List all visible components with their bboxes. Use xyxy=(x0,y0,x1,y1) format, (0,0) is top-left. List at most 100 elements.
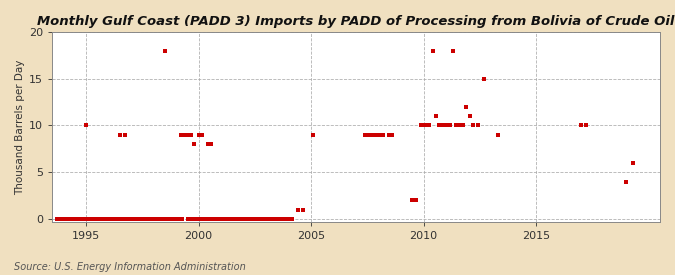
Point xyxy=(621,179,632,184)
Point xyxy=(238,217,248,221)
Point xyxy=(206,142,217,146)
Point xyxy=(279,217,290,221)
Point xyxy=(82,217,92,221)
Point xyxy=(232,217,243,221)
Text: Source: U.S. Energy Information Administration: Source: U.S. Energy Information Administ… xyxy=(14,262,245,272)
Point xyxy=(85,217,96,221)
Point xyxy=(215,217,226,221)
Point xyxy=(210,217,221,221)
Point xyxy=(464,114,475,118)
Point xyxy=(125,217,136,221)
Point xyxy=(448,48,458,53)
Point xyxy=(100,217,111,221)
Point xyxy=(254,217,265,221)
Point xyxy=(81,123,92,128)
Point xyxy=(427,48,438,53)
Point xyxy=(136,217,146,221)
Point xyxy=(375,133,385,137)
Point xyxy=(251,217,262,221)
Point xyxy=(410,198,421,202)
Point xyxy=(153,217,163,221)
Point xyxy=(106,217,117,221)
Point xyxy=(63,217,74,221)
Point xyxy=(387,133,398,137)
Point xyxy=(59,217,70,221)
Point xyxy=(196,133,207,137)
Point xyxy=(149,217,160,221)
Point xyxy=(130,217,141,221)
Point xyxy=(628,161,639,165)
Point xyxy=(479,76,490,81)
Point xyxy=(298,207,308,212)
Point xyxy=(72,217,83,221)
Point xyxy=(128,217,139,221)
Point xyxy=(264,217,275,221)
Point xyxy=(424,123,435,128)
Point xyxy=(134,217,144,221)
Point xyxy=(89,217,100,221)
Point xyxy=(191,217,202,221)
Point xyxy=(208,217,219,221)
Point xyxy=(219,217,230,221)
Point xyxy=(273,217,284,221)
Point xyxy=(108,217,119,221)
Point xyxy=(138,217,148,221)
Point xyxy=(221,217,232,221)
Point xyxy=(121,217,132,221)
Point xyxy=(171,217,182,221)
Point xyxy=(123,217,134,221)
Point xyxy=(431,114,441,118)
Point xyxy=(166,217,177,221)
Point xyxy=(198,217,209,221)
Point xyxy=(140,217,151,221)
Point xyxy=(225,217,236,221)
Point xyxy=(65,217,76,221)
Point xyxy=(159,48,170,53)
Point xyxy=(259,217,269,221)
Point xyxy=(159,217,169,221)
Point xyxy=(437,123,448,128)
Point xyxy=(87,217,98,221)
Point xyxy=(176,217,187,221)
Point xyxy=(580,123,591,128)
Point xyxy=(234,217,245,221)
Point xyxy=(228,217,239,221)
Point xyxy=(202,217,213,221)
Point xyxy=(458,123,468,128)
Point xyxy=(182,133,193,137)
Point xyxy=(360,133,371,137)
Point xyxy=(268,217,279,221)
Point xyxy=(169,217,180,221)
Point xyxy=(240,217,250,221)
Point xyxy=(193,217,204,221)
Point xyxy=(145,217,156,221)
Y-axis label: Thousand Barrels per Day: Thousand Barrels per Day xyxy=(15,59,25,194)
Point xyxy=(120,133,131,137)
Point xyxy=(57,217,68,221)
Point xyxy=(176,133,186,137)
Point xyxy=(95,217,105,221)
Point xyxy=(204,217,215,221)
Point xyxy=(66,217,77,221)
Point xyxy=(173,217,184,221)
Point xyxy=(53,217,64,221)
Point xyxy=(200,217,211,221)
Point xyxy=(115,217,126,221)
Point xyxy=(167,217,178,221)
Point xyxy=(211,217,222,221)
Point xyxy=(421,123,431,128)
Point xyxy=(109,217,120,221)
Point xyxy=(91,217,102,221)
Point xyxy=(292,207,303,212)
Point xyxy=(183,217,194,221)
Point xyxy=(186,133,196,137)
Point xyxy=(277,217,288,221)
Point xyxy=(206,217,217,221)
Point xyxy=(256,217,267,221)
Point xyxy=(275,217,286,221)
Point xyxy=(117,217,128,221)
Point xyxy=(113,217,124,221)
Point xyxy=(186,217,197,221)
Point xyxy=(119,217,130,221)
Point xyxy=(451,123,462,128)
